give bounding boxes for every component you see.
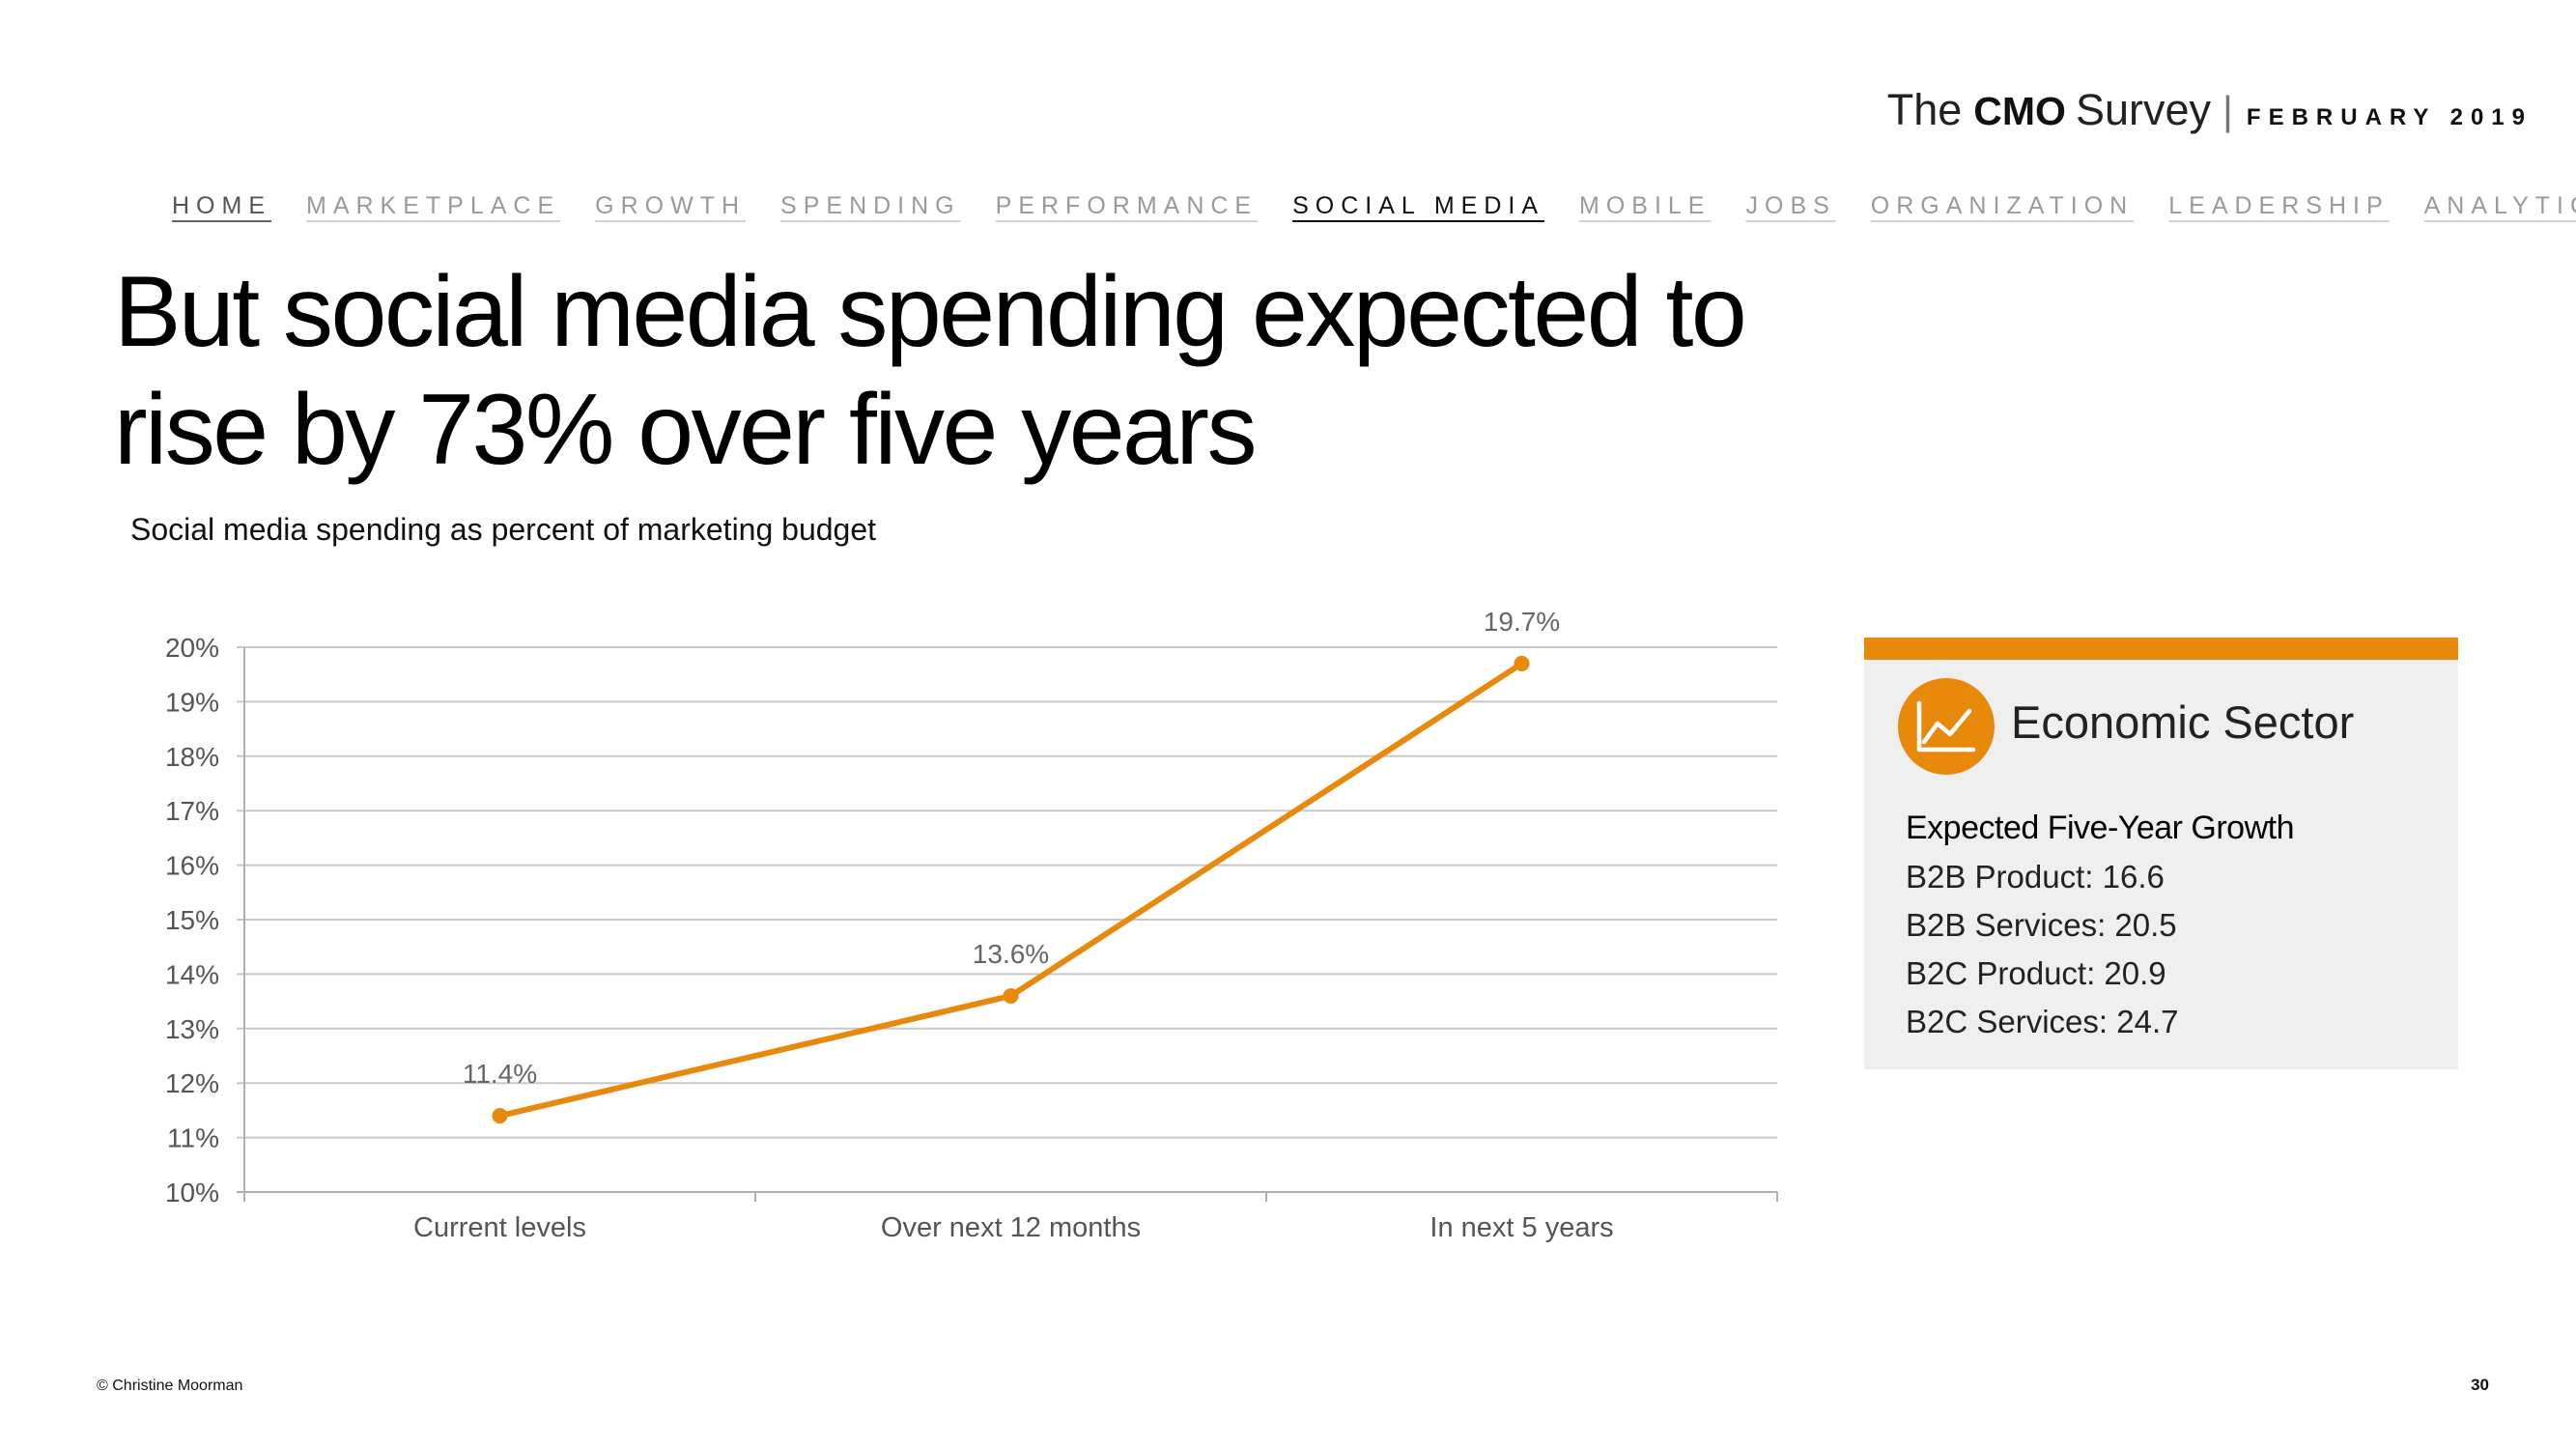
nav-item-spending[interactable]: SPENDING: [780, 192, 961, 219]
growth-list: B2B Product: 16.6 B2B Services: 20.5 B2C…: [1906, 858, 2178, 1051]
data-label: 13.6%: [973, 939, 1049, 969]
data-label: 11.4%: [463, 1059, 537, 1089]
top-navigation: HOME MARKETPLACE GROWTH SPENDING PERFORM…: [172, 192, 2576, 220]
x-tick-label: Current levels: [413, 1212, 586, 1243]
nav-item-performance[interactable]: PERFORMANCE: [995, 192, 1259, 219]
copyright: © Christine Moorman: [97, 1378, 243, 1394]
panel-heading: Economic Sector: [2011, 696, 2355, 748]
y-tick-label: 10%: [165, 1178, 219, 1208]
nav-item-leadership[interactable]: LEADERSHIP: [2168, 192, 2390, 219]
nav-item-jobs[interactable]: JOBS: [1745, 192, 1836, 219]
y-tick-label: 20%: [165, 633, 219, 663]
y-tick-label: 18%: [165, 742, 219, 772]
brand-separator: |: [2222, 88, 2233, 133]
data-label: 19.7%: [1484, 607, 1560, 637]
y-tick-label: 13%: [165, 1014, 219, 1044]
series-line: [496, 660, 1525, 1120]
y-tick-label: 11%: [167, 1123, 219, 1153]
brand-logo: The CMO Survey | FEBRUARY 2019: [1887, 85, 2533, 135]
nav-item-mobile[interactable]: MOBILE: [1579, 192, 1712, 219]
growth-title: Expected Five-Year Growth: [1906, 810, 2295, 846]
list-item: B2B Product: 16.6: [1906, 859, 2165, 895]
data-point: [1003, 987, 1019, 1004]
brand-cmo: CMO: [1973, 89, 2066, 133]
chart-subtitle: Social media spending as percent of mark…: [130, 512, 877, 547]
list-item: B2C Product: 20.9: [1906, 955, 2166, 991]
y-tick-label: 12%: [165, 1068, 219, 1098]
x-tick-label: Over next 12 months: [881, 1212, 1141, 1243]
y-tick-label: 14%: [165, 959, 219, 989]
nav-item-organization[interactable]: ORGANIZATION: [1870, 192, 2135, 219]
nav-item-home[interactable]: HOME: [172, 192, 271, 219]
economic-sector-panel: Economic Sector Expected Five-Year Growt…: [1864, 638, 2458, 1069]
panel-accent-bar: [1864, 638, 2458, 660]
y-tick-label: 15%: [165, 905, 219, 935]
list-item: B2C Services: 24.7: [1906, 1004, 2179, 1039]
page-number: 30: [2471, 1376, 2489, 1394]
line-chart-icon: [1898, 678, 1995, 775]
x-tick-label: In next 5 years: [1430, 1212, 1613, 1243]
slide-title: But social media spending expected to ri…: [114, 256, 1747, 486]
nav-item-social-media[interactable]: SOCIAL MEDIA: [1292, 192, 1545, 219]
brand-survey: Survey: [2075, 85, 2211, 134]
nav-item-growth[interactable]: GROWTH: [595, 192, 747, 219]
y-tick-label: 17%: [165, 796, 219, 826]
data-point: [492, 1108, 508, 1124]
list-item: B2B Services: 20.5: [1906, 907, 2177, 943]
report-date: FEBRUARY 2019: [2246, 104, 2533, 130]
y-tick-label: 16%: [165, 851, 219, 881]
nav-item-marketplace[interactable]: MARKETPLACE: [306, 192, 561, 219]
data-point: [1514, 655, 1530, 671]
nav-item-analytics[interactable]: ANALYTICS: [2423, 192, 2576, 219]
y-tick-label: 19%: [165, 687, 219, 717]
brand-the: The: [1886, 85, 1963, 134]
